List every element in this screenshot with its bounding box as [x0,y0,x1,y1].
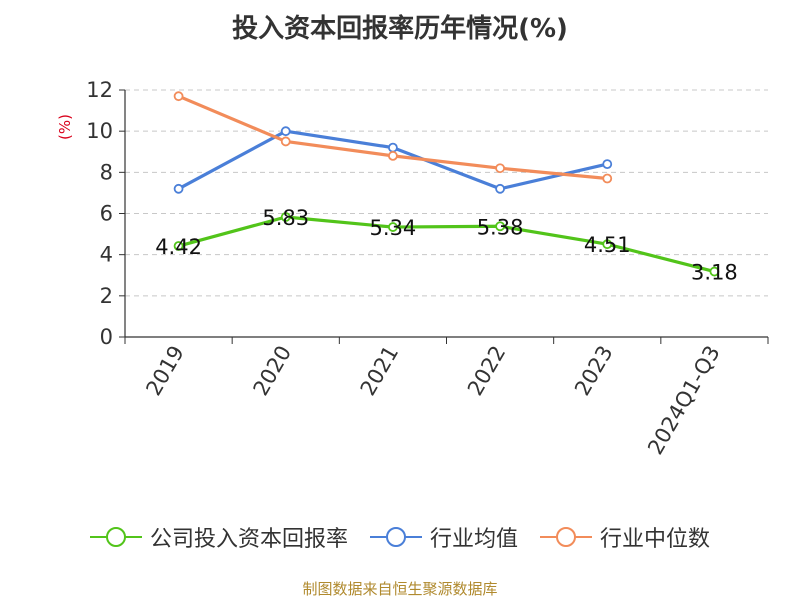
data-point [173,91,184,102]
legend-marker-icon [89,527,142,547]
data-point [495,163,505,174]
x-tick-label: 2020 [249,342,297,400]
x-tick-label: 2024Q1-Q3 [643,342,725,459]
data-point [495,183,505,194]
x-tick-label: 2022 [463,342,511,400]
data-point [709,266,720,277]
data-label: 3.18 [691,261,738,285]
legend-item-3: 行业中位数 [540,521,710,553]
legend-marker-icon [540,527,592,547]
x-tick-label: 2023 [570,342,618,400]
grid-lines [125,89,768,297]
legend-item-2: 行业均值 [369,521,518,553]
data-label: 4.42 [155,235,202,259]
legend-item-1: 公司投入资本回报率 [89,521,348,553]
axes [124,90,768,338]
data-point [388,142,398,153]
data-label: 5.83 [262,206,309,230]
data-label: 4.51 [584,233,631,257]
chart-title: 投入资本回报率历年情况(%) [232,14,568,44]
data-label: 5.34 [370,216,417,240]
legend-marker-icon [369,527,422,547]
series-line-1 [178,215,715,274]
y-tick-label: 10 [86,119,113,143]
data-point [602,173,613,184]
legend-label: 公司投入资本回报率 [149,527,348,552]
source-note: 制图数据来自恒生聚源数据库 [302,580,498,598]
y-tick-label: 2 [100,284,113,308]
data-point [602,159,613,170]
x-axis-ticks: 2019 2020 2021 2022 2023 2024Q1-Q3 [124,337,769,459]
y-axis-ticks: 0 2 4 6 8 10 12 [86,78,125,349]
data-point [388,150,398,161]
legend: 公司投入资本回报率 行业均值 行业中位数 [0,520,800,554]
x-tick-label: 2019 [141,342,189,400]
data-point [280,136,291,147]
y-tick-label: 0 [100,325,113,349]
y-axis-label: (%) [56,114,74,140]
data-point [173,183,184,194]
y-tick-label: 6 [100,202,113,226]
data-point [280,126,291,137]
series-line-3 [177,94,608,181]
x-tick-label: 2021 [356,342,404,400]
y-tick-label: 12 [86,78,113,102]
y-tick-label: 4 [100,243,113,267]
data-point [173,241,184,251]
data-point [280,212,291,222]
data-point [388,222,398,232]
data-point [495,221,505,232]
data-label: 5.38 [477,215,524,239]
data-labels-layer: 4.42 5.83 5.34 5.38 4.51 3.18 [155,206,738,285]
series-layer [173,91,720,277]
y-tick-label: 8 [100,160,113,184]
legend-label: 行业中位数 [600,527,711,552]
legend-label: 行业均值 [429,527,518,552]
data-point [602,239,613,250]
